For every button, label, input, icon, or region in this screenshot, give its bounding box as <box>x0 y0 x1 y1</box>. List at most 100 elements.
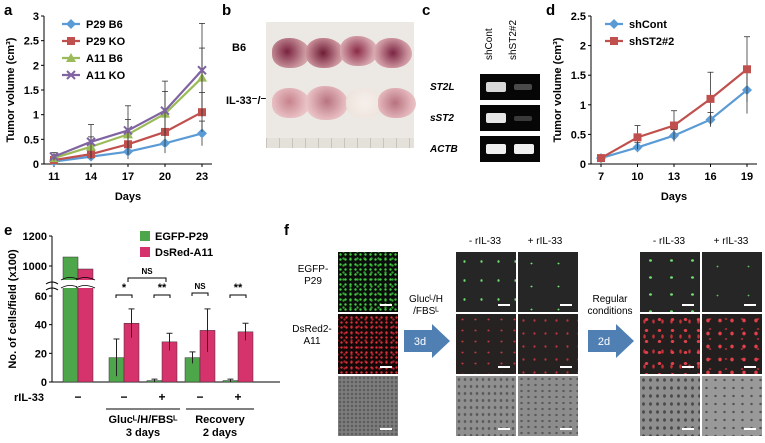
ril-sign-4: + <box>234 390 241 404</box>
micro-egfp-2d-minus <box>640 252 700 312</box>
legend-marker-0 <box>609 19 619 29</box>
row-label-dsred: DsRed2- A11 <box>292 324 332 347</box>
gel-label-st2l: ST2L <box>430 82 455 93</box>
y-tick-label: 0.5 <box>571 129 586 141</box>
x-tick-label: 20 <box>159 171 171 183</box>
micro-egfp-day0 <box>338 252 398 312</box>
panel-label-d: d <box>546 2 556 19</box>
sig-bracket <box>229 294 247 298</box>
legend-label-2: A11 B6 <box>86 53 123 65</box>
bar-0-0 <box>62 256 79 383</box>
gel-panel: shCont shST2#2 ST2L sST2 ACTB <box>430 16 540 166</box>
tumor-ko-3 <box>346 88 384 118</box>
sig-bracket <box>153 294 171 298</box>
cond1-label: Glucᴸ/H/FBSᴸ <box>108 414 178 426</box>
y-axis-title: Tumor volume (cm³) <box>552 37 564 142</box>
gel-label-actb: ACTB <box>430 144 458 155</box>
arrow-2d-label: 2d <box>598 336 610 348</box>
x-tick-label: 10 <box>631 171 643 183</box>
legend-marker-3 <box>66 70 76 80</box>
ril33-row-label: rIL-33 <box>14 392 44 404</box>
ruler <box>266 138 414 148</box>
point-3-3 <box>160 106 170 116</box>
y-tick-label: 0 <box>580 159 586 171</box>
panel-label-a: a <box>4 2 13 19</box>
y-tick-label: 3 <box>33 11 39 23</box>
col-plus-2d: + rIL-33 <box>713 236 749 247</box>
point-0-4 <box>197 128 207 139</box>
point-1-4 <box>743 65 751 74</box>
micro-dsred-day0 <box>338 314 398 374</box>
micro-bright-day0 <box>338 376 398 436</box>
y-tick-label: 1 <box>33 110 39 122</box>
legend-marker-1 <box>67 37 75 45</box>
axis-break <box>45 281 59 291</box>
bar-break-mark <box>75 277 96 289</box>
tumor-b6-4 <box>374 38 412 68</box>
legend-label-1: P29 KO <box>86 36 126 48</box>
ns-bracket <box>127 277 167 282</box>
point-1-1 <box>633 133 642 142</box>
legend-label-3: A11 KO <box>86 70 126 82</box>
x-tick-label: 11 <box>48 171 60 183</box>
sig-label-2: ** <box>158 282 167 294</box>
ril-sign-3: − <box>196 390 203 404</box>
point-1-2 <box>670 121 678 130</box>
row-label-b6: B6 <box>232 42 247 54</box>
micro-dsred-3d-plus <box>518 314 578 374</box>
y-tick-label: 1.5 <box>571 70 586 82</box>
point-3-0 <box>49 151 59 162</box>
condition-2-label: Regular conditions <box>587 294 633 317</box>
point-3-4 <box>197 65 207 75</box>
col-minus-3d: - rIL-33 <box>468 236 502 247</box>
y-axis-title: Tumor volume (cm³) <box>5 37 17 142</box>
x-tick-label: 13 <box>668 171 680 183</box>
x-tick-label: 19 <box>741 171 753 183</box>
x-tick-label: 7 <box>598 171 604 183</box>
micro-egfp-2d-plus <box>702 252 762 312</box>
x-axis-title: Days <box>661 191 687 203</box>
y-tick-label: 1200 <box>23 231 47 243</box>
legend-marker-1 <box>610 37 618 45</box>
x-tick-label: 14 <box>85 171 98 183</box>
chart-e: 0 20 40 60 1000 1200 No. of cells/field (x100)… <box>7 231 280 439</box>
arrow-2d: 2d <box>588 324 634 358</box>
sig-bracket <box>115 294 133 298</box>
tumor-ko-1 <box>272 88 310 118</box>
micro-bright-2d-minus <box>640 376 700 436</box>
y-tick-label: 2 <box>33 60 39 72</box>
panel-label-c: c <box>422 2 431 19</box>
micro-egfp-3d-plus <box>518 252 578 312</box>
point-3-2 <box>123 125 133 136</box>
ril-sign-0: − <box>74 390 81 404</box>
panel-label-b: b <box>222 2 232 19</box>
point-1-0 <box>597 154 605 163</box>
x-tick-label: 16 <box>704 171 716 183</box>
sig-bracket <box>191 292 209 296</box>
gel-sst2 <box>480 105 540 131</box>
col-minus-2d: - rIL-33 <box>652 236 686 247</box>
y-tick-label: 2.5 <box>24 36 39 48</box>
gel-lane-labels: shCont shST2#2 <box>484 20 519 60</box>
tumor-ko-4 <box>378 88 416 118</box>
bar-break-gap <box>77 280 94 288</box>
legend-swatch-0 <box>140 231 150 241</box>
gel-lane-label-2: shST2#2 <box>508 20 519 60</box>
y-tick-label: 40 <box>35 320 47 332</box>
cond1-days: 3 days <box>126 427 160 439</box>
sig-label-4: ** <box>234 282 243 294</box>
y-tick-label: 1.5 <box>24 85 39 97</box>
y-tick-label: 1 <box>580 100 586 112</box>
tumor-ko-2 <box>306 86 348 120</box>
bar-0-1 <box>77 268 94 383</box>
tumor-b6-3 <box>340 36 378 66</box>
legend-marker-2 <box>66 53 76 62</box>
sig-label-1: * <box>122 282 127 294</box>
sig-label-3: NS <box>194 282 206 291</box>
point-1-3 <box>706 94 715 103</box>
row-label-egfp: EGFP- P29 <box>297 264 329 287</box>
micro-egfp-3d-minus <box>456 252 516 312</box>
arrow-3d: 3d <box>404 324 450 358</box>
y-tick-label: 0 <box>41 377 47 389</box>
x-tick-label: 23 <box>196 171 208 183</box>
